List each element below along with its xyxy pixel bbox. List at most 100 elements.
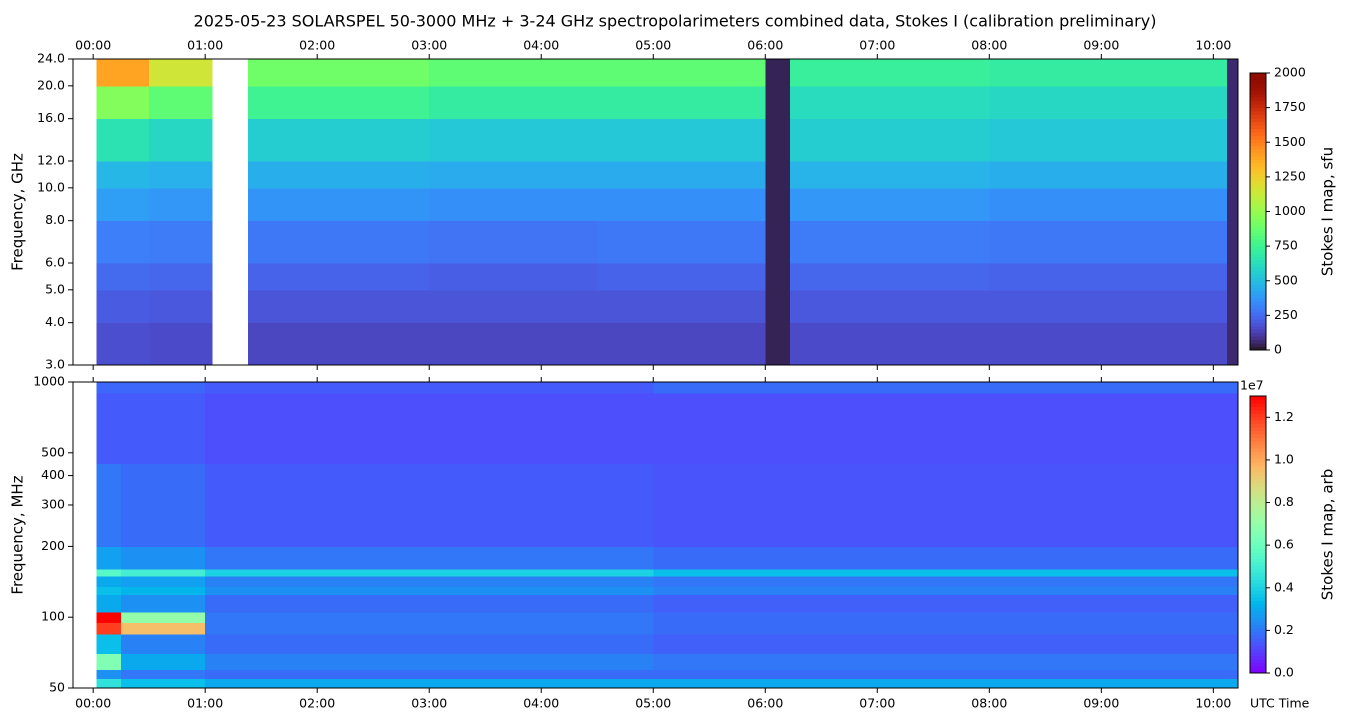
colorbar-step xyxy=(1250,166,1266,171)
x-tick-label: 07:00 xyxy=(859,38,895,53)
colorbar-step xyxy=(1250,104,1266,109)
y-tick-label: 24.0 xyxy=(37,51,65,66)
colorbar-step xyxy=(1250,280,1266,285)
heatmap-cell xyxy=(989,220,1228,264)
colorbar-step xyxy=(1250,468,1266,473)
colorbar-step xyxy=(1250,582,1266,587)
colorbar-step xyxy=(1250,569,1266,574)
heatmap-cell xyxy=(96,322,150,366)
y-tick-label: 5.0 xyxy=(45,281,65,296)
colorbar-step xyxy=(1250,266,1266,271)
colorbar-step xyxy=(1250,211,1266,216)
heatmap-cell xyxy=(789,263,990,291)
heatmap-cell xyxy=(653,382,1239,394)
colorbar-step xyxy=(1250,76,1266,81)
heatmap-cell xyxy=(597,59,766,87)
heatmap-cell xyxy=(121,653,206,670)
y-tick-label: 10.0 xyxy=(37,179,65,194)
colorbar-step xyxy=(1250,131,1266,136)
colorbar-step xyxy=(1250,475,1266,480)
heatmap-cell xyxy=(96,586,122,595)
colorbar-frame xyxy=(1249,395,1267,674)
heatmap-cell xyxy=(121,392,206,465)
heatmap-cell xyxy=(597,85,766,120)
heatmap-cell xyxy=(429,263,598,291)
heatmap-cell xyxy=(429,187,598,222)
colorbar-tick-label: 250 xyxy=(1274,307,1298,322)
colorbar-step xyxy=(1250,406,1266,411)
colorbar-step xyxy=(1250,329,1266,334)
x-tick-label: 04:00 xyxy=(523,696,559,711)
heatmap-cell xyxy=(205,594,654,613)
heatmap-cell xyxy=(149,59,213,87)
colorbar-step xyxy=(1250,607,1266,612)
heatmap-cell xyxy=(96,289,150,324)
x-tick-label: 01:00 xyxy=(187,38,223,53)
heatmap-cell xyxy=(1226,161,1239,189)
colorbar-step xyxy=(1250,499,1266,504)
colorbar-step xyxy=(1250,322,1266,327)
y-tick-label: 50 xyxy=(49,680,65,695)
heatmap-cell xyxy=(597,187,766,222)
heatmap-cell xyxy=(989,118,1228,162)
x-tick-label: 08:00 xyxy=(971,38,1007,53)
colorbar-step xyxy=(1250,524,1266,529)
heatmap-cell xyxy=(765,85,791,120)
colorbar-step xyxy=(1250,86,1266,91)
colorbar-step xyxy=(1250,308,1266,313)
heatmap-cell xyxy=(247,220,430,264)
heatmap-cell xyxy=(149,187,213,222)
colorbar-step xyxy=(1250,346,1266,351)
heatmap-cell xyxy=(149,263,213,291)
y-tick-label: 200 xyxy=(41,538,65,553)
colorbar-step xyxy=(1250,537,1266,542)
colorbar-step xyxy=(1250,634,1266,639)
colorbar-step xyxy=(1250,572,1266,577)
heatmap-cell xyxy=(121,633,206,655)
heatmap-cell xyxy=(96,546,122,570)
colorbar-step xyxy=(1250,311,1266,316)
heatmap-cell xyxy=(989,263,1228,291)
heatmap-cell xyxy=(1226,289,1239,324)
colorbar-offset: 1e7 xyxy=(1240,378,1264,393)
colorbar-step xyxy=(1250,655,1266,660)
colorbar-step xyxy=(1250,562,1266,567)
colorbar-step xyxy=(1250,489,1266,494)
colorbar-step xyxy=(1250,259,1266,264)
colorbar-step xyxy=(1250,603,1266,608)
colorbar-step xyxy=(1250,201,1266,206)
y-tick-label: 20.0 xyxy=(37,77,65,92)
heatmap-cell xyxy=(653,463,1239,547)
heatmap-cell xyxy=(653,612,1239,623)
colorbar-step xyxy=(1250,413,1266,418)
heatmap-cell xyxy=(96,669,122,679)
colorbar-step xyxy=(1250,173,1266,178)
colorbar-step xyxy=(1250,614,1266,619)
colorbar-step xyxy=(1250,232,1266,237)
colorbar-label: Stokes I map, sfu xyxy=(1319,147,1337,276)
colorbar-step xyxy=(1250,142,1266,147)
heatmap-cell xyxy=(205,612,654,623)
heatmap-cell xyxy=(765,187,791,222)
colorbar-tick-label: 0.6 xyxy=(1274,537,1294,552)
colorbar-step xyxy=(1250,506,1266,511)
colorbar-step xyxy=(1250,427,1266,432)
heatmap-cell xyxy=(789,85,990,120)
heatmap-cell xyxy=(653,392,1239,465)
heatmap-cell xyxy=(789,220,990,264)
colorbar-step xyxy=(1250,180,1266,185)
colorbar-step xyxy=(1250,579,1266,584)
colorbar-step xyxy=(1250,239,1266,244)
heatmap-cell xyxy=(247,85,430,120)
heatmap-cell xyxy=(96,118,150,162)
x-tick-label: 00:00 xyxy=(75,38,111,53)
heatmap-cell xyxy=(1226,263,1239,291)
heatmap-cell xyxy=(1226,85,1239,120)
colorbar-step xyxy=(1250,534,1266,539)
heatmap-cell xyxy=(1226,59,1239,87)
colorbar-tick-label: 0.4 xyxy=(1274,579,1294,594)
y-tick-label: 12.0 xyxy=(37,153,65,168)
colorbar-step xyxy=(1250,121,1266,126)
heatmap-cell xyxy=(205,575,654,588)
